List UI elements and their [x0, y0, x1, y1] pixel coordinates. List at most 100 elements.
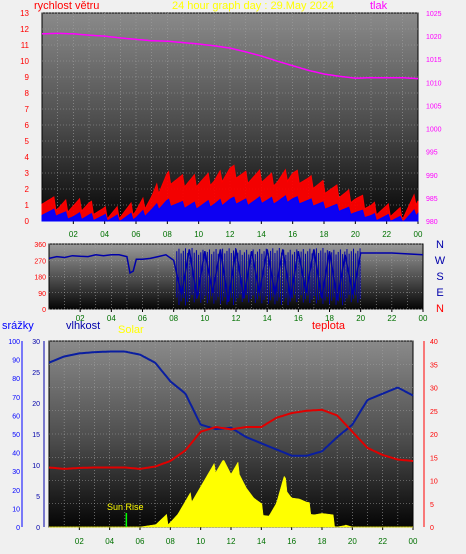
- pressure-axis-label: tlak: [370, 0, 388, 12]
- temperature-ytick-label: 25: [430, 409, 438, 416]
- pressure-ytick-label: 985: [426, 196, 438, 203]
- rain-ytick-label: 60: [12, 413, 20, 420]
- bottom-xtick-label: 10: [196, 537, 205, 546]
- direction-xtick-label: 16: [294, 314, 303, 323]
- humidity-ytick-label: 15: [32, 432, 40, 439]
- top-xtick-label: 12: [226, 230, 235, 239]
- rain-ytick-label: 70: [12, 395, 20, 402]
- bottom-xtick-label: 20: [348, 537, 357, 546]
- rain-ytick-label: 90: [12, 358, 20, 365]
- humidity-axis-label: vlhkost: [66, 320, 101, 332]
- bottom-xtick-label: 22: [378, 537, 387, 546]
- temperature-ytick-label: 10: [430, 479, 438, 486]
- humidity-ytick-label: 5: [36, 494, 40, 501]
- direction-ytick-label: 180: [34, 275, 46, 282]
- direction-ytick-label: 270: [34, 258, 46, 265]
- humidity-ytick-label: 0: [36, 525, 40, 532]
- pressure-ytick-label: 1015: [426, 57, 442, 64]
- top-xtick-label: 00: [414, 230, 423, 239]
- pressure-ytick-label: 995: [426, 150, 438, 157]
- top-xtick-label: 14: [257, 230, 266, 239]
- wind-ytick-label: 7: [25, 105, 30, 114]
- pressure-ytick-label: 1025: [426, 11, 442, 18]
- wind-average-area: [41, 195, 419, 222]
- rain-ytick-label: 100: [8, 339, 20, 346]
- compass-label: E: [436, 287, 443, 299]
- bottom-xtick-label: 04: [105, 537, 114, 546]
- top-xtick-label: 02: [69, 230, 78, 239]
- direction-xtick-label: 06: [138, 314, 147, 323]
- bottom-xtick-label: 02: [75, 537, 84, 546]
- top-xtick-label: 16: [288, 230, 297, 239]
- bottom-xtick-label: 06: [136, 537, 145, 546]
- wind-ytick-label: 4: [25, 153, 30, 162]
- humidity-ytick-label: 30: [32, 339, 40, 346]
- rain-ytick-label: 30: [12, 469, 20, 476]
- direction-xtick-label: 08: [169, 314, 178, 323]
- humidity-ytick-label: 20: [32, 401, 40, 408]
- top-xtick-label: 20: [351, 230, 360, 239]
- wind-ytick-label: 6: [25, 121, 30, 130]
- direction-xtick-label: 20: [356, 314, 365, 323]
- temperature-ytick-label: 35: [430, 362, 438, 369]
- pressure-ytick-label: 1010: [426, 80, 442, 87]
- rain-ytick-label: 0: [16, 525, 20, 532]
- top-xtick-label: 08: [163, 230, 172, 239]
- direction-xtick-label: 02: [76, 314, 85, 323]
- direction-xtick-label: 00: [419, 314, 428, 323]
- direction-ytick-label: 90: [38, 291, 46, 298]
- temperature-ytick-label: 40: [430, 339, 438, 346]
- pressure-ytick-label: 980: [426, 219, 438, 226]
- wind-ytick-label: 5: [25, 137, 30, 146]
- direction-xtick-label: 10: [200, 314, 209, 323]
- wind-ytick-label: 3: [25, 169, 30, 178]
- top-xtick-label: 04: [100, 230, 109, 239]
- temperature-line: [48, 408, 414, 470]
- solar-label: Solar: [118, 324, 144, 336]
- chart-title: 24 hour graph day : 29.May 2024: [172, 0, 335, 12]
- direction-xtick-label: 18: [325, 314, 334, 323]
- rain-ytick-label: 20: [12, 488, 20, 495]
- direction-xtick-label: 22: [387, 314, 396, 323]
- rain-axis-label: srážky: [2, 320, 34, 332]
- temperature-ytick-label: 20: [430, 432, 438, 439]
- direction-xtick-label: 12: [232, 314, 241, 323]
- rain-ytick-label: 80: [12, 376, 20, 383]
- humidity-ytick-label: 25: [32, 370, 40, 377]
- bottom-xtick-label: 14: [257, 537, 266, 546]
- pressure-ytick-label: 1000: [426, 127, 442, 134]
- wind-ytick-label: 10: [20, 57, 29, 66]
- bottom-xtick-label: 00: [409, 537, 418, 546]
- direction-ytick-label: 0: [42, 307, 46, 314]
- direction-ytick-label: 360: [34, 242, 46, 249]
- rain-ytick-label: 40: [12, 451, 20, 458]
- pressure-line: [42, 32, 418, 80]
- top-xtick-label: 22: [382, 230, 391, 239]
- wind-ytick-label: 8: [25, 89, 30, 98]
- wind-ytick-label: 12: [20, 25, 29, 34]
- wind-ytick-label: 1: [25, 201, 30, 210]
- pressure-ytick-label: 990: [426, 173, 438, 180]
- rain-ytick-label: 10: [12, 506, 20, 513]
- temperature-ytick-label: 15: [430, 455, 438, 462]
- compass-label: N: [436, 239, 444, 251]
- bottom-xtick-label: 16: [287, 537, 296, 546]
- wind-ytick-label: 0: [25, 217, 30, 226]
- wind-ytick-label: 9: [25, 73, 30, 82]
- direction-xtick-label: 04: [107, 314, 116, 323]
- compass-label: N: [436, 303, 444, 315]
- wind-axis-label: rychlost větru: [34, 0, 100, 12]
- direction-xtick-label: 14: [263, 314, 272, 323]
- wind-ytick-label: 2: [25, 185, 30, 194]
- rain-ytick-label: 50: [12, 432, 20, 439]
- pressure-ytick-label: 1005: [426, 103, 442, 110]
- temperature-ytick-label: 30: [430, 386, 438, 393]
- compass-label: S: [436, 271, 443, 283]
- bottom-xtick-label: 08: [166, 537, 175, 546]
- compass-label: W: [435, 255, 446, 267]
- temperature-ytick-label: 5: [430, 502, 434, 509]
- sunrise-annotation: Sun Rise: [107, 502, 144, 512]
- bottom-xtick-label: 12: [227, 537, 236, 546]
